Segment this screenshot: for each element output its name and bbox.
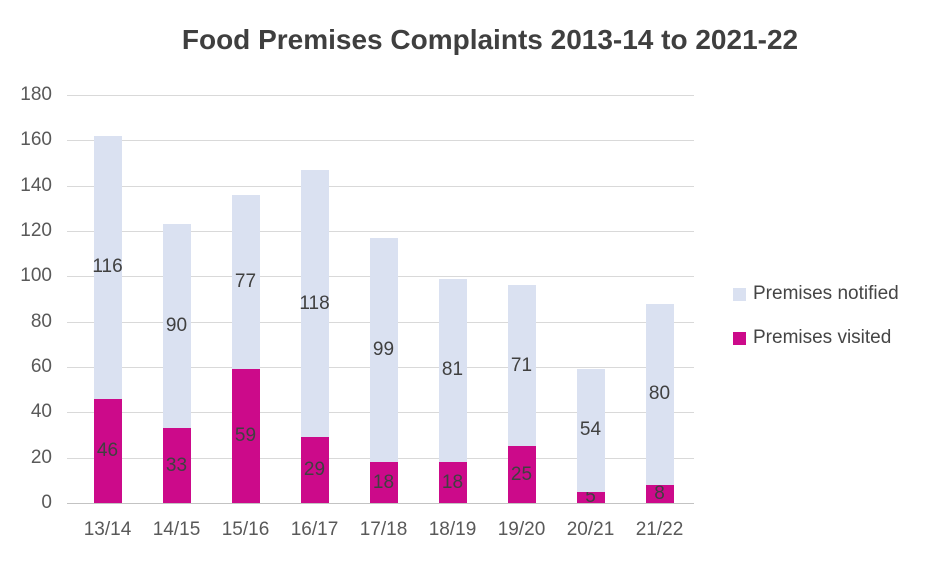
bar-segment-16-17-premises-notified [300, 169, 329, 438]
data-label-13-14-premises-notified: 116 [92, 256, 123, 278]
legend-swatch-visited-icon [733, 331, 746, 345]
data-label-15-16-premises-visited: 59 [234, 425, 257, 447]
bar-segment-13-14-premises-notified [93, 135, 122, 399]
bar-segment-18-19-premises-notified [438, 278, 467, 463]
gridline-y0 [67, 503, 694, 504]
x-tick-label-15-16: 15/16 [221, 519, 270, 540]
x-tick-label-19-20: 19/20 [497, 519, 546, 540]
gridline-y180 [67, 95, 694, 96]
bar-segment-21-22-premises-notified [645, 303, 674, 485]
bar-segment-14-15-premises-visited [162, 428, 191, 503]
y-tick-label-160: 160 [20, 129, 52, 151]
data-label-18-19-premises-visited: 18 [441, 471, 464, 493]
bar-segment-20-21-premises-visited [576, 491, 605, 503]
y-tick-label-80: 80 [30, 310, 52, 332]
data-label-21-22-premises-visited: 8 [654, 482, 665, 504]
x-tick-label-21-22: 21/22 [635, 519, 684, 540]
data-label-15-16-premises-notified: 77 [234, 271, 257, 292]
data-label-20-21-premises-visited: 5 [585, 486, 596, 508]
bar-segment-14-15-premises-notified [162, 224, 191, 429]
gridline-y140 [67, 185, 694, 187]
legend: Premises notified Premises visited [733, 281, 899, 369]
bar-segment-17-18-premises-visited [369, 462, 398, 503]
data-label-20-21-premises-notified: 54 [579, 419, 602, 441]
legend-label-visited: Premises visited [753, 327, 892, 348]
y-axis: 0 20 40 60 80 100 120 140 160 180 [0, 84, 52, 513]
bar-segment-13-14-premises-visited [93, 398, 122, 503]
data-label-16-17-premises-notified: 118 [299, 292, 330, 314]
y-tick-label-60: 60 [30, 356, 52, 377]
y-tick-label-120: 120 [20, 220, 52, 241]
data-label-14-15-premises-notified: 90 [165, 315, 188, 337]
data-label-19-20-premises-notified: 71 [510, 354, 533, 376]
x-tick-label-13-14: 13/14 [83, 519, 132, 540]
data-label-17-18-premises-visited: 18 [372, 471, 395, 493]
legend-item-premises-visited: Premises visited [733, 325, 899, 351]
data-label-13-14-premises-visited: 46 [96, 439, 119, 461]
y-tick-label-20: 20 [30, 446, 52, 468]
data-label-14-15-premises-visited: 33 [165, 454, 188, 476]
bar-segment-21-22-premises-visited [645, 484, 674, 503]
data-label-18-19-premises-notified: 81 [441, 359, 464, 381]
bar-segment-15-16-premises-visited [231, 369, 260, 503]
y-tick-label-40: 40 [30, 401, 52, 423]
x-tick-label-17-18: 17/18 [359, 519, 408, 540]
x-tick-label-14-15: 14/15 [152, 519, 201, 540]
data-label-16-17-premises-visited: 29 [303, 459, 326, 481]
y-tick-label-180: 180 [20, 84, 52, 105]
bar-segment-16-17-premises-visited [300, 437, 329, 503]
x-tick-label-18-19: 18/19 [428, 519, 477, 540]
y-tick-label-100: 100 [20, 265, 52, 287]
y-tick-label-0: 0 [41, 492, 52, 513]
data-label-17-18-premises-notified: 99 [372, 339, 395, 360]
chart-title: Food Premises Complaints 2013-14 to 2021… [181, 24, 799, 55]
bar-segment-19-20-premises-visited [507, 446, 536, 503]
bar-segment-19-20-premises-notified [507, 285, 536, 447]
plot-area: 46 116 13/14 33 90 14/15 59 77 15/16 29 118 16/17 18… [67, 95, 694, 540]
x-tick-label-20-21: 20/21 [566, 519, 615, 540]
bar-segment-20-21-premises-notified [576, 369, 605, 492]
data-label-19-20-premises-visited: 25 [510, 463, 533, 485]
legend-swatch-notified-icon [733, 287, 746, 301]
legend-label-notified: Premises notified [753, 283, 899, 304]
x-tick-label-16-17: 16/17 [290, 519, 339, 540]
data-label-21-22-premises-notified: 80 [648, 383, 671, 405]
bar-segment-17-18-premises-notified [369, 237, 398, 463]
y-tick-label-140: 140 [20, 174, 52, 196]
bar-segment-15-16-premises-notified [231, 194, 260, 370]
legend-item-premises-notified: Premises notified [733, 281, 899, 307]
gridline-y120 [67, 231, 694, 232]
bar-segment-18-19-premises-visited [438, 462, 467, 503]
gridline-y160 [67, 140, 694, 142]
